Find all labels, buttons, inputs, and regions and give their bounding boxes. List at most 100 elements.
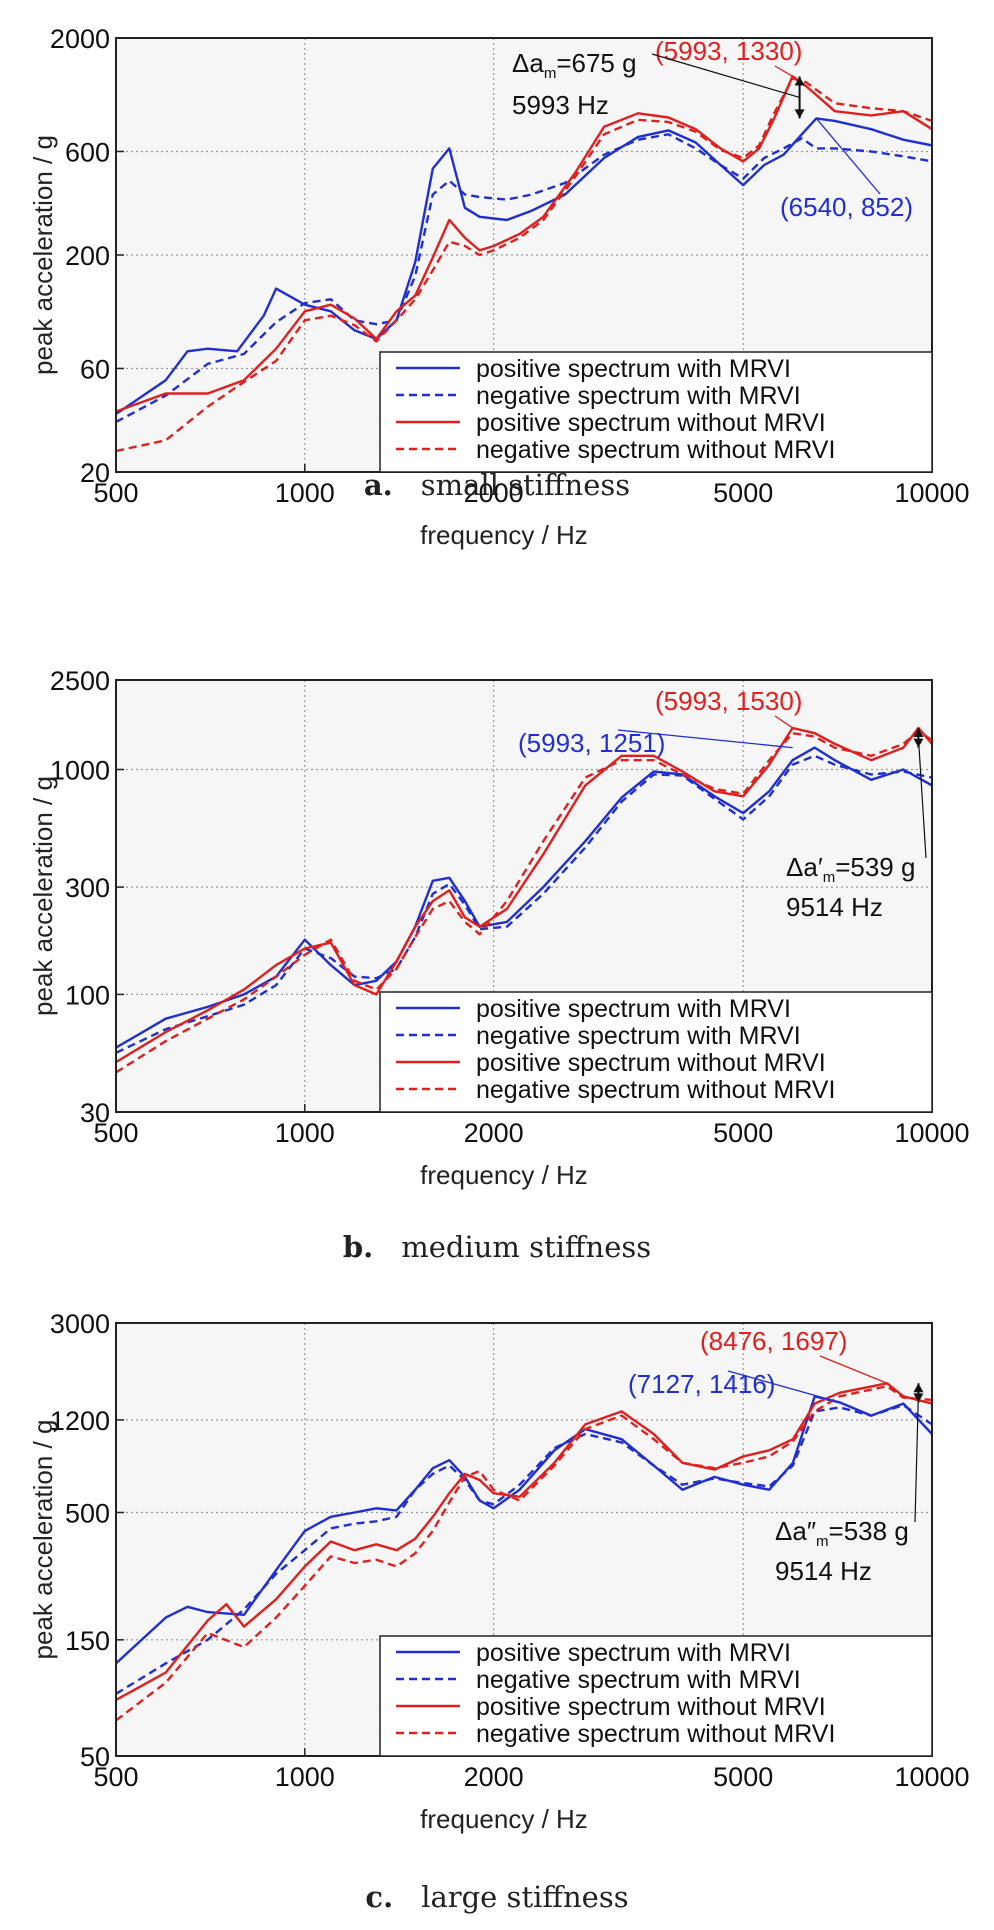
x-tick-label: 2000: [464, 1762, 524, 1792]
caption-letter: b.: [342, 1230, 374, 1264]
x-axis-label: frequency / Hz: [420, 520, 588, 550]
annotation-peak-red: (8476, 1697): [700, 1326, 847, 1356]
y-axis-label: peak acceleration / g: [28, 1420, 58, 1660]
delta-arrowhead-top: [913, 727, 924, 737]
legend-label: negative spectrum without MRVI: [476, 1720, 835, 1748]
x-tick-label: 1000: [275, 478, 335, 508]
x-tick-label: 500: [93, 1762, 138, 1792]
y-tick-label: 100: [65, 980, 110, 1010]
y-tick-label: 500: [65, 1498, 110, 1528]
series-group: [116, 1382, 932, 1722]
annotation-peak-red: (5993, 1330): [655, 36, 802, 66]
series-line-negative-spectrum-with-mrvi: [116, 133, 932, 424]
x-tick-label: 5000: [713, 1762, 773, 1792]
caption-a: a. small stiffness: [0, 468, 994, 502]
annotation-peak-red: (5993, 1530): [655, 686, 802, 716]
annotation-frequency: 9514 Hz: [786, 892, 883, 922]
series-line-positive-spectrum-with-mrvi: [116, 746, 932, 1049]
series-line-positive-spectrum-with-mrvi: [116, 117, 932, 415]
legend-label: positive spectrum without MRVI: [476, 409, 826, 437]
x-tick-label: 10000: [894, 1118, 969, 1148]
y-tick-label: 2000: [50, 24, 110, 54]
series-line-negative-spectrum-with-mrvi: [116, 754, 932, 1054]
annotation-frequency: 9514 Hz: [775, 1556, 872, 1586]
delta-arrowhead-top: [913, 1383, 924, 1393]
y-axis-label: peak acceleration / g: [28, 135, 58, 375]
y-tick-label: 150: [65, 1626, 110, 1656]
caption-b: b. medium stiffness: [0, 1230, 994, 1264]
y-tick-label: 20: [80, 458, 110, 488]
chart-a: 20 60 200 600 2000 500 1000 2000 5000 10000 freque…: [28, 24, 970, 550]
x-tick-label: 2000: [464, 1118, 524, 1148]
caption-text: large stiffness: [421, 1880, 629, 1914]
y-tick-label: 1200: [50, 1406, 110, 1436]
series-line-negative-spectrum-without-mrvi: [116, 729, 932, 1074]
legend-label: negative spectrum with MRVI: [476, 1022, 801, 1050]
legend-box: [379, 991, 933, 1113]
legend-label: positive spectrum with MRVI: [476, 355, 791, 383]
x-tick-label: 5000: [713, 1118, 773, 1148]
series-group: [116, 75, 932, 453]
legend-box: [379, 1635, 933, 1757]
leader-red: [774, 715, 793, 729]
y-tick-label: 300: [65, 873, 110, 903]
y-tick-label: 1000: [50, 755, 110, 785]
delta-arrowhead-top: [794, 76, 805, 86]
series-line-positive-spectrum-with-mrvi: [116, 1395, 932, 1665]
annotation-peak-blue: (7127, 1416): [628, 1369, 775, 1399]
legend-label: positive spectrum with MRVI: [476, 1639, 791, 1667]
series-line-positive-spectrum-without-mrvi: [116, 726, 932, 1064]
x-axis-label: frequency / Hz: [420, 1804, 588, 1834]
legend-label: negative spectrum without MRVI: [476, 1076, 835, 1104]
annotation-delta: Δa″m=538 g: [775, 1516, 909, 1550]
x-tick-label: 5000: [713, 478, 773, 508]
annotation-delta: Δam=675 g: [512, 48, 637, 82]
caption-c: c. large stiffness: [0, 1880, 994, 1914]
series-line-positive-spectrum-without-mrvi: [116, 1382, 932, 1701]
annotation-peak-blue: (6540, 852): [780, 192, 913, 222]
x-tick-label: 2000: [464, 478, 524, 508]
leader-blue: [617, 729, 793, 749]
leader-delta: [651, 53, 800, 99]
caption-letter: a.: [363, 468, 393, 502]
chart-panel-c: 50 150 500 1200 3000 500 1000 2000 5000 10000 freq…: [0, 1280, 994, 1930]
legend-label: negative spectrum with MRVI: [476, 1666, 801, 1694]
chart-c: 50 150 500 1200 3000 500 1000 2000 5000 10000 freq…: [28, 1309, 970, 1834]
y-tick-label: 50: [80, 1742, 110, 1772]
y-axis-label: peak acceleration / g: [28, 776, 58, 1016]
legend-label: positive spectrum without MRVI: [476, 1693, 826, 1721]
x-tick-label: 10000: [894, 1762, 969, 1792]
y-tick-label: 30: [80, 1098, 110, 1128]
y-tick-label: 600: [65, 137, 110, 167]
series-line-negative-spectrum-without-mrvi: [116, 77, 932, 453]
caption-text: medium stiffness: [401, 1230, 652, 1264]
leader-red: [819, 1355, 888, 1384]
series-group: [116, 726, 932, 1074]
annotation-delta: Δa′m=539 g: [786, 852, 915, 886]
x-axis-label: frequency / Hz: [420, 1160, 588, 1190]
annotation-peak-blue: (5993, 1251): [518, 728, 665, 758]
chart-panel-a: 20 60 200 600 2000 500 1000 2000 5000 10000 freque…: [0, 0, 994, 550]
series-line-negative-spectrum-with-mrvi: [116, 1403, 932, 1695]
legend-label: positive spectrum without MRVI: [476, 1049, 826, 1077]
leader-blue: [727, 1370, 840, 1404]
leader-blue: [815, 117, 881, 195]
y-tick-label: 3000: [50, 1309, 110, 1339]
y-tick-label: 2500: [50, 666, 110, 696]
chart-panel-b: 30 100 300 1000 2500 500 1000 2000 5000 10000 freq…: [0, 640, 994, 1270]
leader-red: [774, 65, 793, 78]
x-tick-label: 10000: [894, 478, 969, 508]
caption-text: small stiffness: [420, 468, 631, 502]
legend-label: negative spectrum with MRVI: [476, 382, 801, 410]
x-tick-label: 500: [93, 478, 138, 508]
legend-label: positive spectrum with MRVI: [476, 995, 791, 1023]
leader-delta: [917, 737, 927, 859]
delta-arrowhead-bottom: [794, 109, 805, 119]
series-line-negative-spectrum-without-mrvi: [116, 1384, 932, 1722]
caption-letter: c.: [365, 1880, 394, 1914]
leader-delta: [914, 1392, 920, 1523]
legend-label: negative spectrum without MRVI: [476, 436, 835, 464]
x-tick-label: 1000: [275, 1118, 335, 1148]
legend-box: [379, 351, 933, 473]
x-tick-label: 500: [93, 1118, 138, 1148]
